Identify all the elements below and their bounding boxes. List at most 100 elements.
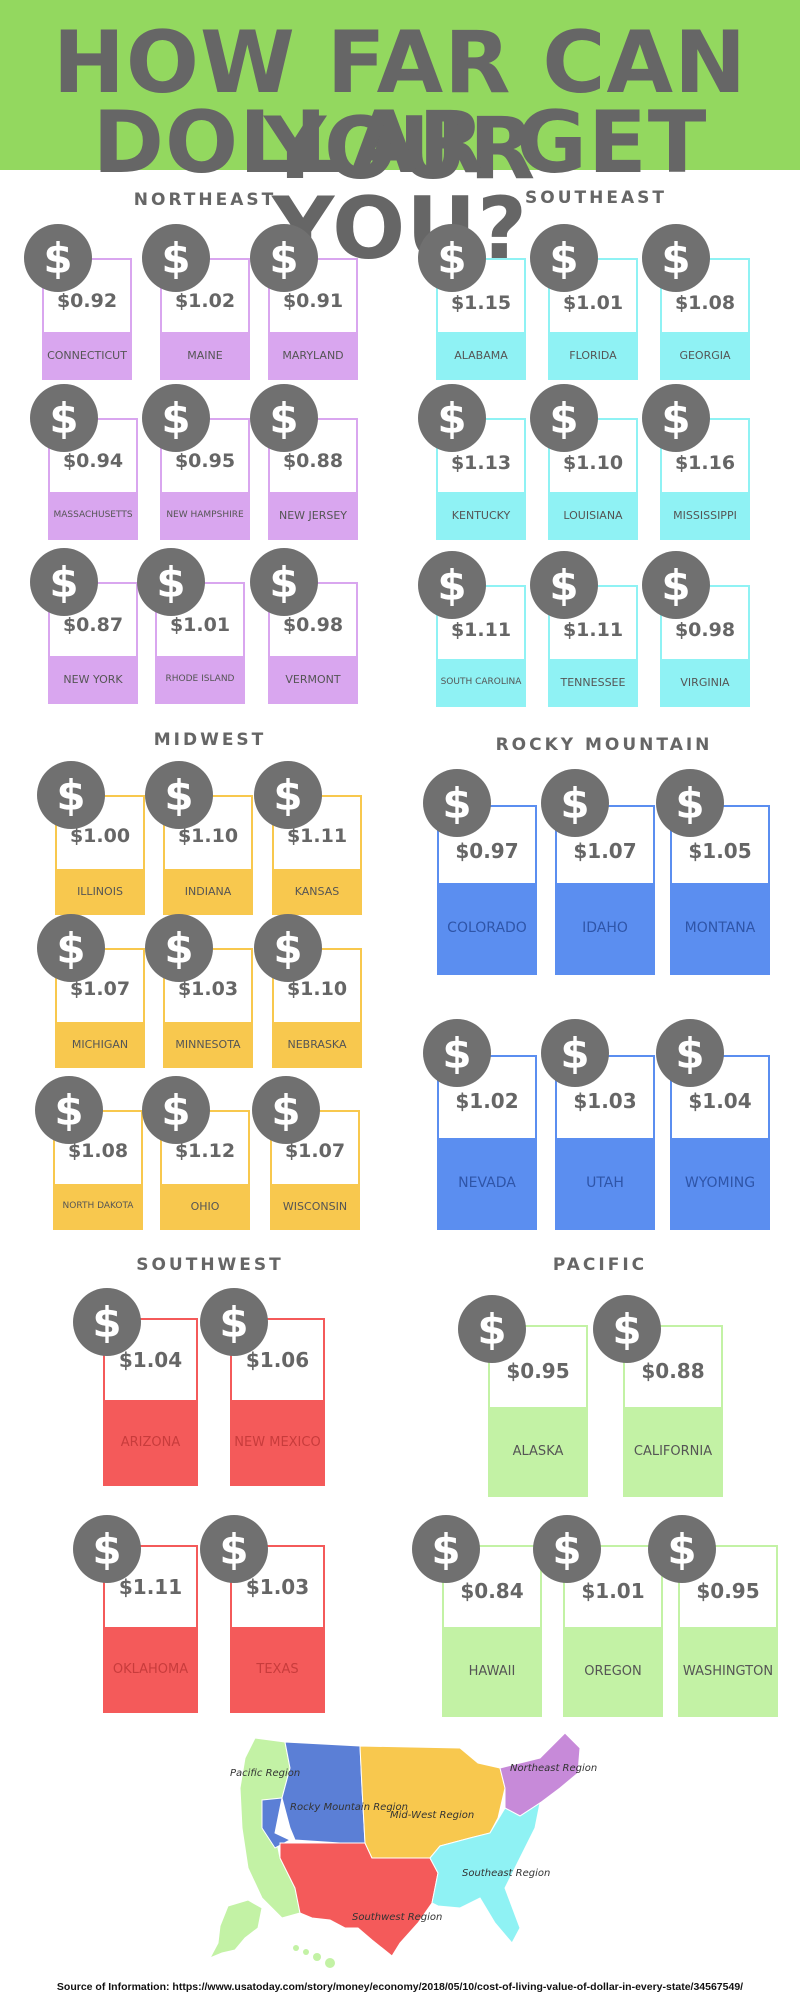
region-title-0: NORTHEAST [133,190,277,210]
state-name: LOUISIANA [550,492,636,538]
state-card: $1.04 ARIZONA [103,1318,198,1486]
state-name: COLORADO [439,883,535,973]
state-name: WISCONSIN [272,1184,358,1228]
dollar-icon: $ [541,1019,609,1087]
map-region-southwest [279,1842,439,1957]
dollar-icon: $ [642,384,710,452]
state-card: $1.07 IDAHO [555,805,655,975]
state-value: $1.11 [450,619,512,641]
state-value: $1.02 [174,290,236,312]
state-value: $1.03 [177,978,239,1000]
state-name: UTAH [557,1138,653,1228]
state-name: MAINE [162,332,248,378]
state-name: NEBRASKA [274,1022,360,1066]
dollar-icon: $ [418,384,486,452]
state-card: $1.07 WISCONSIN [270,1110,360,1230]
dollar-icon: $ [137,548,205,616]
map-region-rocky-nv [261,1797,292,1849]
map-label-northeast: Northeast Region [510,1763,597,1774]
state-value: $1.08 [67,1140,129,1162]
state-name: NEW MEXICO [232,1400,323,1484]
state-name: IDAHO [557,883,653,973]
state-value: $1.04 [688,1089,752,1113]
state-card: $1.08 GEORGIA [660,258,750,380]
state-card: $0.91 MARYLAND [268,258,358,380]
state-name: MINNESOTA [165,1022,251,1066]
state-name: CONNECTICUT [44,332,130,378]
state-value: $0.88 [641,1359,705,1383]
state-value: $1.04 [118,1348,183,1372]
state-value: $1.01 [169,614,231,636]
state-name: HAWAII [444,1627,540,1715]
state-value: $1.10 [177,825,239,847]
state-value: $1.00 [69,825,131,847]
map-region-alaska [208,1899,263,1959]
state-name: NEVADA [439,1138,535,1228]
state-value: $1.03 [573,1089,637,1113]
dollar-icon: $ [200,1515,268,1583]
state-value: $1.16 [674,452,736,474]
dollar-icon: $ [200,1288,268,1356]
state-name: KANSAS [274,869,360,913]
region-title-3: ROCKY MOUNTAIN [495,735,713,755]
state-name: MONTANA [672,883,768,973]
dollar-icon: $ [530,384,598,452]
dollar-icon: $ [412,1515,480,1583]
state-name: CALIFORNIA [625,1407,721,1495]
state-name: WASHINGTON [680,1627,776,1715]
dollar-icon: $ [530,551,598,619]
region-title-1: SOUTHEAST [525,188,667,208]
state-value: $0.98 [674,619,736,641]
state-value: $0.95 [696,1579,760,1603]
dollar-icon: $ [250,384,318,452]
state-name: RHODE ISLAND [157,656,243,702]
dollar-icon: $ [30,384,98,452]
dollar-icon: $ [593,1295,661,1363]
state-value: $0.84 [460,1579,524,1603]
state-name: ARIZONA [105,1400,196,1484]
state-card: $1.01 FLORIDA [548,258,638,380]
state-name: NEW JERSEY [270,492,356,538]
state-name: MARYLAND [270,332,356,378]
dollar-icon: $ [250,224,318,292]
dollar-icon: $ [254,914,322,982]
dollar-icon: $ [145,914,213,982]
state-value: $1.07 [69,978,131,1000]
dollar-icon: $ [37,914,105,982]
map-label-southeast: Southeast Region [462,1868,550,1879]
dollar-icon: $ [254,761,322,829]
state-card: $1.13 KENTUCKY [436,418,526,540]
us-region-map: Pacific Region Rocky Mountain Region Mid… [0,1728,800,1978]
state-value: $1.15 [450,292,512,314]
dollar-icon: $ [418,551,486,619]
state-value: $1.11 [286,825,348,847]
us-map-svg: Pacific Region Rocky Mountain Region Mid… [208,1732,597,1968]
state-name: TEXAS [232,1627,323,1711]
map-label-pacific: Pacific Region [230,1768,300,1779]
state-name: GEORGIA [662,332,748,378]
state-value: $1.03 [245,1575,310,1599]
dollar-icon: $ [423,1019,491,1087]
state-name: FLORIDA [550,332,636,378]
dollar-icon: $ [418,224,486,292]
state-name: INDIANA [165,869,251,913]
state-name: MICHIGAN [57,1022,143,1066]
state-value: $1.02 [455,1089,519,1113]
state-value: $0.92 [56,290,118,312]
state-name: TENNESSEE [550,659,636,705]
state-card: $0.95 WASHINGTON [678,1545,778,1717]
state-value: $1.06 [245,1348,310,1372]
state-card: $1.08 NORTH DAKOTA [53,1110,143,1230]
state-name: VIRGINIA [662,659,748,705]
dollar-icon: $ [530,224,598,292]
map-region-hawaii-1 [293,1945,299,1951]
state-value: $1.10 [562,452,624,474]
state-value: $1.01 [581,1579,645,1603]
dollar-icon: $ [541,769,609,837]
state-name: NEW HAMPSHIRE [162,492,248,538]
state-card: $0.87 NEW YORK [48,582,138,704]
map-region-southeast [429,1801,541,1944]
title-banner: HOW FAR CAN YOUR DOLLAR GET YOU? [0,0,800,272]
state-card: $0.95 ALASKA [488,1325,588,1497]
dollar-icon: $ [30,548,98,616]
